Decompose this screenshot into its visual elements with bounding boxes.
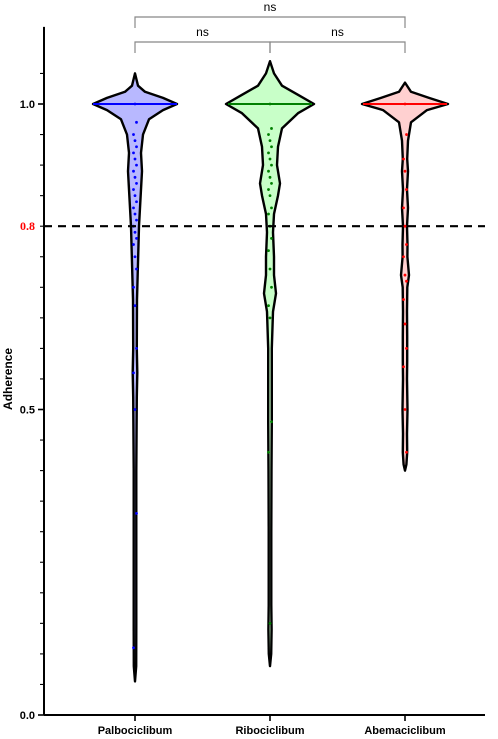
x-tick-label: Ribociclibum: [235, 725, 304, 737]
data-point: [133, 157, 137, 161]
violins: [91, 60, 450, 683]
data-point: [268, 267, 272, 271]
data-point: [132, 188, 135, 191]
data-point: [133, 408, 137, 411]
data-point: [135, 182, 138, 185]
violin-ribociclibum: [224, 60, 316, 668]
data-point: [403, 102, 407, 106]
data-point: [270, 285, 273, 289]
data-point: [270, 182, 273, 185]
data-point: [403, 322, 407, 326]
data-point: [133, 212, 137, 216]
data-point: [267, 212, 270, 216]
reference-line-group: 0.8: [20, 219, 485, 233]
data-point: [132, 243, 135, 246]
violin-palbociclibum: [91, 72, 179, 683]
data-point: [135, 120, 138, 124]
y-tick-label: 1.0: [20, 99, 35, 111]
data-point: [132, 646, 135, 650]
significance-label: ns: [196, 25, 209, 39]
data-point: [133, 230, 137, 234]
data-point: [133, 102, 137, 106]
data-point: [270, 420, 273, 424]
data-point: [402, 157, 405, 161]
data-point: [402, 255, 405, 259]
data-point: [405, 188, 408, 191]
data-point: [135, 218, 138, 222]
data-point: [135, 347, 138, 350]
data-point: [132, 285, 135, 289]
data-point: [133, 194, 137, 198]
significance-bracket: [269, 41, 406, 53]
data-point: [403, 169, 407, 173]
y-tick-label: 0.5: [20, 405, 35, 417]
data-point: [403, 224, 407, 228]
reference-line-label: 0.8: [20, 219, 35, 233]
data-point: [132, 371, 135, 375]
data-point: [402, 298, 405, 301]
data-point: [133, 304, 137, 308]
data-point: [267, 169, 270, 173]
data-point: [405, 450, 408, 454]
data-point: [270, 127, 273, 130]
data-point: [132, 133, 135, 136]
significance-label: ns: [331, 25, 344, 39]
data-point: [268, 175, 272, 179]
significance-label: ns: [264, 0, 277, 14]
y-axis-title: Adherence: [1, 348, 15, 410]
data-point: [268, 194, 272, 198]
axes: 0.0 0.5 1.0 Palbociclibum Ribociclibum Abemac…: [20, 26, 485, 737]
x-tick-label: Abemaciclibum: [364, 725, 446, 737]
significance-brackets: ns ns ns: [134, 0, 406, 53]
data-point: [270, 145, 273, 149]
data-point: [135, 163, 138, 167]
data-point: [267, 133, 270, 136]
data-point: [270, 163, 273, 167]
data-point: [267, 304, 270, 308]
data-point: [267, 249, 270, 253]
data-point: [133, 255, 137, 259]
data-point: [132, 169, 135, 173]
significance-bracket: [134, 16, 406, 28]
data-point: [270, 206, 273, 210]
data-point: [405, 243, 408, 246]
data-point: [132, 151, 135, 155]
data-point: [402, 206, 405, 210]
data-point: [267, 450, 270, 454]
data-point: [403, 408, 407, 411]
data-point: [268, 139, 272, 143]
data-point: [135, 145, 138, 149]
data-point: [268, 316, 272, 320]
data-point: [133, 175, 137, 179]
significance-bracket: [134, 41, 271, 53]
data-point: [135, 200, 138, 204]
violin-abemaciclibum: [360, 81, 450, 472]
data-point: [135, 511, 138, 515]
data-point: [270, 237, 273, 240]
data-point: [268, 157, 272, 161]
data-point: [267, 151, 270, 155]
data-point: [403, 273, 407, 277]
data-point: [132, 206, 135, 210]
x-tick-label: Palbociclibum: [98, 725, 173, 737]
data-point: [405, 279, 408, 283]
data-point: [135, 237, 138, 240]
y-tick-label: 0.0: [20, 710, 35, 722]
data-point: [268, 102, 272, 106]
data-point: [405, 347, 408, 350]
data-point: [402, 365, 405, 369]
data-point: [268, 621, 272, 625]
data-point: [133, 139, 137, 143]
data-point: [267, 188, 270, 191]
data-point: [135, 267, 138, 271]
data-point: [405, 133, 408, 136]
